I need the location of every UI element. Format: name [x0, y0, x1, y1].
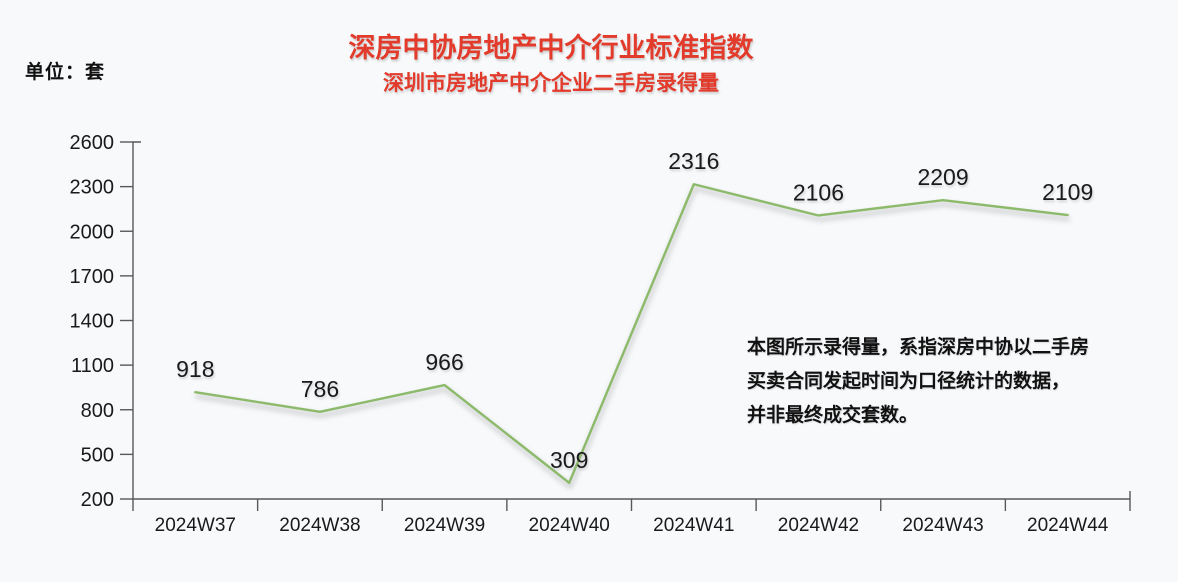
y-tick-label: 200: [81, 489, 114, 511]
x-tick-label: 2024W43: [902, 515, 983, 536]
data-label: 2109: [1042, 179, 1093, 205]
y-tick-label: 500: [81, 444, 114, 466]
y-tick-label: 1700: [70, 266, 115, 288]
x-tick-label: 2024W37: [155, 515, 236, 536]
title-block: 深房中协房地产中介行业标准指数 深圳市房地产中介企业二手房录得量: [0, 33, 1102, 97]
chart-title: 深房中协房地产中介行业标准指数: [348, 33, 754, 63]
x-tick-label: 2024W42: [778, 515, 859, 536]
x-tick-label: 2024W41: [653, 515, 734, 536]
x-tick-label: 2024W44: [1027, 515, 1109, 536]
data-label: 966: [425, 349, 463, 375]
x-tick-label: 2024W38: [279, 515, 360, 536]
data-label: 2209: [917, 164, 968, 190]
x-tick-label: 2024W39: [404, 515, 485, 536]
annotation-line-2: 买卖合同发起时间为口径统计的数据，: [747, 371, 1071, 392]
data-label: 309: [550, 447, 588, 473]
y-tick-label: 2300: [70, 177, 115, 199]
data-label: 2106: [793, 179, 844, 205]
x-tick-label: 2024W40: [529, 515, 610, 536]
y-tick-label: 2600: [70, 132, 115, 154]
unit-label: 单位：套: [25, 62, 106, 83]
chart-subtitle: 深圳市房地产中介企业二手房录得量: [383, 71, 719, 95]
annotation-line-1: 本图所示录得量，系指深房中协以二手房: [747, 337, 1090, 358]
axis-frame: [132, 141, 1131, 500]
data-label: 2316: [668, 148, 719, 174]
annotation-note: 本图所示录得量，系指深房中协以二手房 买卖合同发起时间为口径统计的数据， 并非最…: [747, 331, 1089, 433]
data-label: 786: [301, 376, 339, 402]
data-line: [194, 183, 1069, 484]
y-tick-label: 800: [81, 400, 114, 422]
y-tick-label: 2000: [70, 221, 115, 243]
data-label: 918: [176, 356, 214, 382]
annotation-line-3: 并非最终成交套数。: [747, 405, 919, 426]
y-tick-label: 1400: [70, 311, 115, 333]
y-tick-label: 1100: [71, 355, 114, 377]
